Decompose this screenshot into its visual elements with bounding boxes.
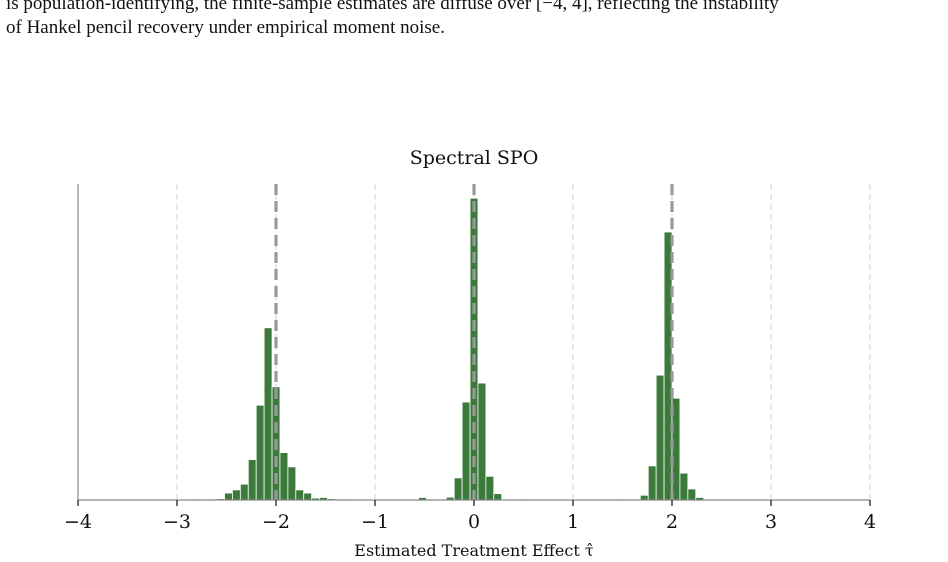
histogram-bar	[493, 493, 503, 501]
reference-lines	[274, 184, 674, 500]
x-axis	[77, 184, 871, 506]
histogram-bar	[477, 382, 487, 501]
x-tick-label: 4	[864, 511, 876, 533]
histogram-bar	[647, 465, 657, 501]
histogram-bar	[485, 475, 495, 501]
histogram-bar	[639, 494, 649, 501]
x-axis-label: Estimated Treatment Effect τ̂	[354, 541, 594, 560]
x-tick-labels: −4 −3 −2 −1 0 1 2 3 4	[64, 511, 876, 533]
histogram-bar	[287, 466, 297, 501]
x-tick-label: −1	[361, 511, 389, 533]
histogram-bar	[303, 492, 313, 501]
x-tick-label: 0	[468, 511, 480, 533]
paper-text: is population-identifying, the finite-sa…	[6, 0, 946, 40]
histogram-bar	[263, 327, 273, 501]
x-tick-label: −2	[262, 511, 290, 533]
histogram-bar	[239, 483, 249, 501]
histogram-bar	[295, 489, 305, 501]
paper-line-1: is population-identifying, the finite-sa…	[6, 0, 779, 14]
histogram-bars	[192, 197, 705, 501]
histogram-bar	[655, 374, 665, 501]
x-tick-label: −3	[163, 511, 191, 533]
histogram-bar	[679, 472, 689, 501]
histogram-bar	[232, 489, 241, 501]
histogram-bar	[247, 459, 257, 501]
x-tick-label: 3	[765, 511, 777, 533]
histogram-bar	[687, 488, 697, 501]
histogram-bar	[255, 404, 265, 501]
x-tick-label: 1	[567, 511, 579, 533]
paper-line-2: of Hankel pencil recovery under empirica…	[6, 17, 445, 38]
histogram-bar	[279, 452, 289, 501]
x-tick-label: 2	[666, 511, 678, 533]
x-tick-label: −4	[64, 511, 92, 533]
chart-title: Spectral SPO	[410, 147, 539, 169]
histogram-bar	[224, 492, 233, 501]
histogram-bar	[461, 401, 471, 501]
histogram-bar	[453, 477, 463, 501]
